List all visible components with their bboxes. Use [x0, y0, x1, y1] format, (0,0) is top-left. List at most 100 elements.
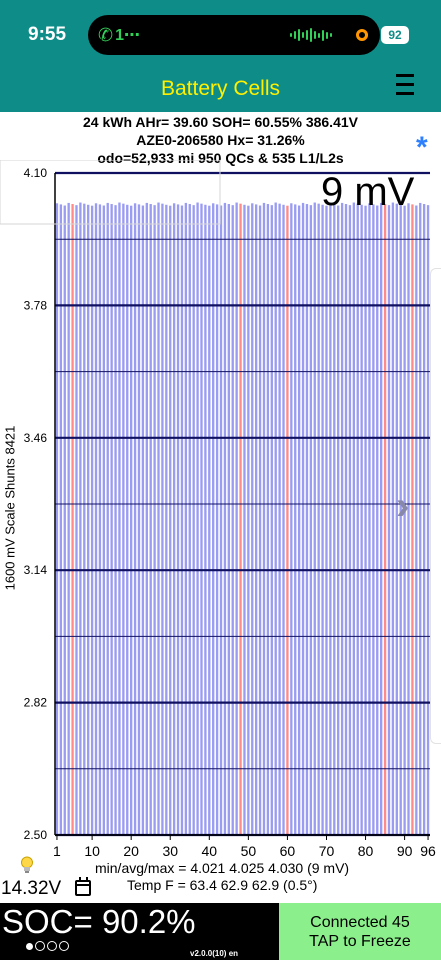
cell-bar	[321, 204, 324, 835]
y-tick-label: 4.10	[24, 166, 48, 180]
cell-bar	[407, 203, 410, 835]
cell-bar	[262, 202, 266, 835]
cell-bar	[344, 204, 348, 835]
audio-wave-icon	[290, 28, 334, 42]
cell-bar	[219, 205, 223, 835]
call-label: 1⋯	[115, 27, 140, 44]
x-tick-label: 10	[84, 843, 100, 859]
x-tick-label: 96	[420, 843, 436, 859]
cell-bar	[153, 205, 156, 835]
odometer-line: odo=52,933 mi 950 QCs & 535 L1/L2s	[97, 150, 344, 166]
cell-bar	[364, 205, 367, 835]
cell-bar	[239, 203, 242, 835]
cell-bar	[376, 205, 379, 835]
cell-bar	[415, 205, 418, 835]
cell-bar	[333, 204, 336, 835]
cell-bar	[204, 204, 207, 835]
hamburger-menu-icon[interactable]	[394, 72, 418, 100]
x-tick-label: 1	[53, 843, 61, 859]
cell-bar	[372, 204, 375, 835]
cell-bar	[309, 205, 313, 835]
soc-value: SOC= 90.2%	[2, 903, 196, 940]
nav-bar: Battery Cells	[0, 70, 441, 112]
cell-bar	[180, 205, 184, 835]
cell-voltage-stats: min/avg/max = 4.021 4.025 4.030 (9 mV)	[95, 860, 350, 876]
cell-bar	[145, 202, 148, 835]
cell-bar	[255, 204, 258, 835]
cell-bar	[329, 203, 332, 835]
cell-bar	[200, 203, 203, 835]
lightbulb-icon[interactable]	[19, 856, 35, 874]
cell-bar	[75, 205, 78, 835]
cell-bar	[391, 202, 395, 835]
cell-bar	[212, 203, 215, 835]
page-indicator[interactable]	[26, 941, 69, 951]
cell-bar	[118, 202, 121, 835]
cell-bar	[356, 203, 359, 835]
status-bar: 9:55 ✆ 1⋯ 92	[0, 0, 441, 70]
cell-bar	[87, 204, 90, 835]
cell-bar	[286, 205, 289, 835]
cell-bar	[419, 202, 422, 835]
soc-panel[interactable]: SOC= 90.2% v2.0.0(10) en	[0, 903, 277, 960]
voltage-delta-label: 9 mV	[321, 170, 415, 214]
cell-bar	[71, 204, 74, 835]
cell-bar	[188, 204, 191, 835]
cell-bar	[325, 205, 328, 835]
cell-bar	[122, 203, 125, 835]
cell-bar	[63, 205, 66, 835]
page-dot	[35, 941, 45, 951]
calendar-icon[interactable]	[75, 877, 91, 896]
cell-bar	[161, 203, 164, 835]
bluetooth-asterisk-icon[interactable]: *	[416, 131, 428, 164]
cell-bar	[208, 205, 211, 835]
aux-battery-voltage: 14.32V	[1, 878, 62, 899]
cell-bar	[192, 205, 195, 835]
cell-bar	[297, 205, 301, 835]
phone-icon: ✆	[98, 24, 114, 45]
cell-bar	[83, 203, 86, 835]
cell-bar	[196, 202, 199, 835]
cell-bar	[294, 204, 297, 835]
side-panel-handle[interactable]	[430, 268, 441, 744]
chevron-right-icon[interactable]: ›	[396, 484, 410, 528]
cell-bar	[282, 204, 285, 835]
battery-summary-line: 24 kWh AHr= 39.60 SOH= 60.55% 386.41V	[83, 114, 358, 130]
cell-bar	[79, 202, 82, 835]
cell-bar	[313, 202, 316, 835]
battery-level: 92	[381, 26, 409, 44]
cell-bar	[223, 202, 227, 835]
cell-bar	[301, 202, 305, 835]
dynamic-island[interactable]: ✆ 1⋯	[88, 15, 380, 55]
cell-bar	[270, 205, 273, 835]
cell-bar	[317, 203, 320, 835]
y-tick-label: 2.82	[24, 696, 48, 710]
cell-bar	[290, 203, 293, 835]
x-tick-label: 20	[123, 843, 139, 859]
cell-bar	[59, 204, 63, 835]
cell-bar	[395, 203, 398, 835]
call-indicator[interactable]: ✆ 1⋯	[98, 23, 140, 47]
status-time: 9:55	[28, 24, 67, 45]
scale-box	[0, 160, 221, 225]
cell-bar	[274, 202, 277, 835]
cell-bar	[126, 204, 129, 835]
freeze-button[interactable]: Connected 45 TAP to Freeze	[277, 903, 441, 960]
cell-bar	[130, 205, 133, 835]
x-tick-label: 60	[280, 843, 296, 859]
x-tick-label: 90	[397, 843, 413, 859]
y-tick-label: 3.14	[24, 563, 48, 577]
cell-bar	[380, 202, 383, 835]
cell-bar	[235, 202, 238, 835]
cell-voltage-chart[interactable]: 4.10 3.78 3.46 3.14 2.82 2.50 1 10 20 30 40 50 60 70 8…	[0, 160, 441, 860]
page-title: Battery Cells	[160, 77, 281, 100]
cell-bar	[403, 205, 406, 835]
cell-bar	[137, 204, 141, 835]
y-tick-label: 3.78	[24, 298, 48, 312]
cell-bar	[266, 204, 270, 835]
temperature-readout: Temp F = 63.4 62.9 62.9 (0.5°)	[127, 877, 318, 893]
cell-bar	[149, 204, 152, 835]
page-dot-active	[26, 942, 33, 950]
cell-bar	[172, 203, 176, 835]
cell-bar	[67, 202, 70, 835]
